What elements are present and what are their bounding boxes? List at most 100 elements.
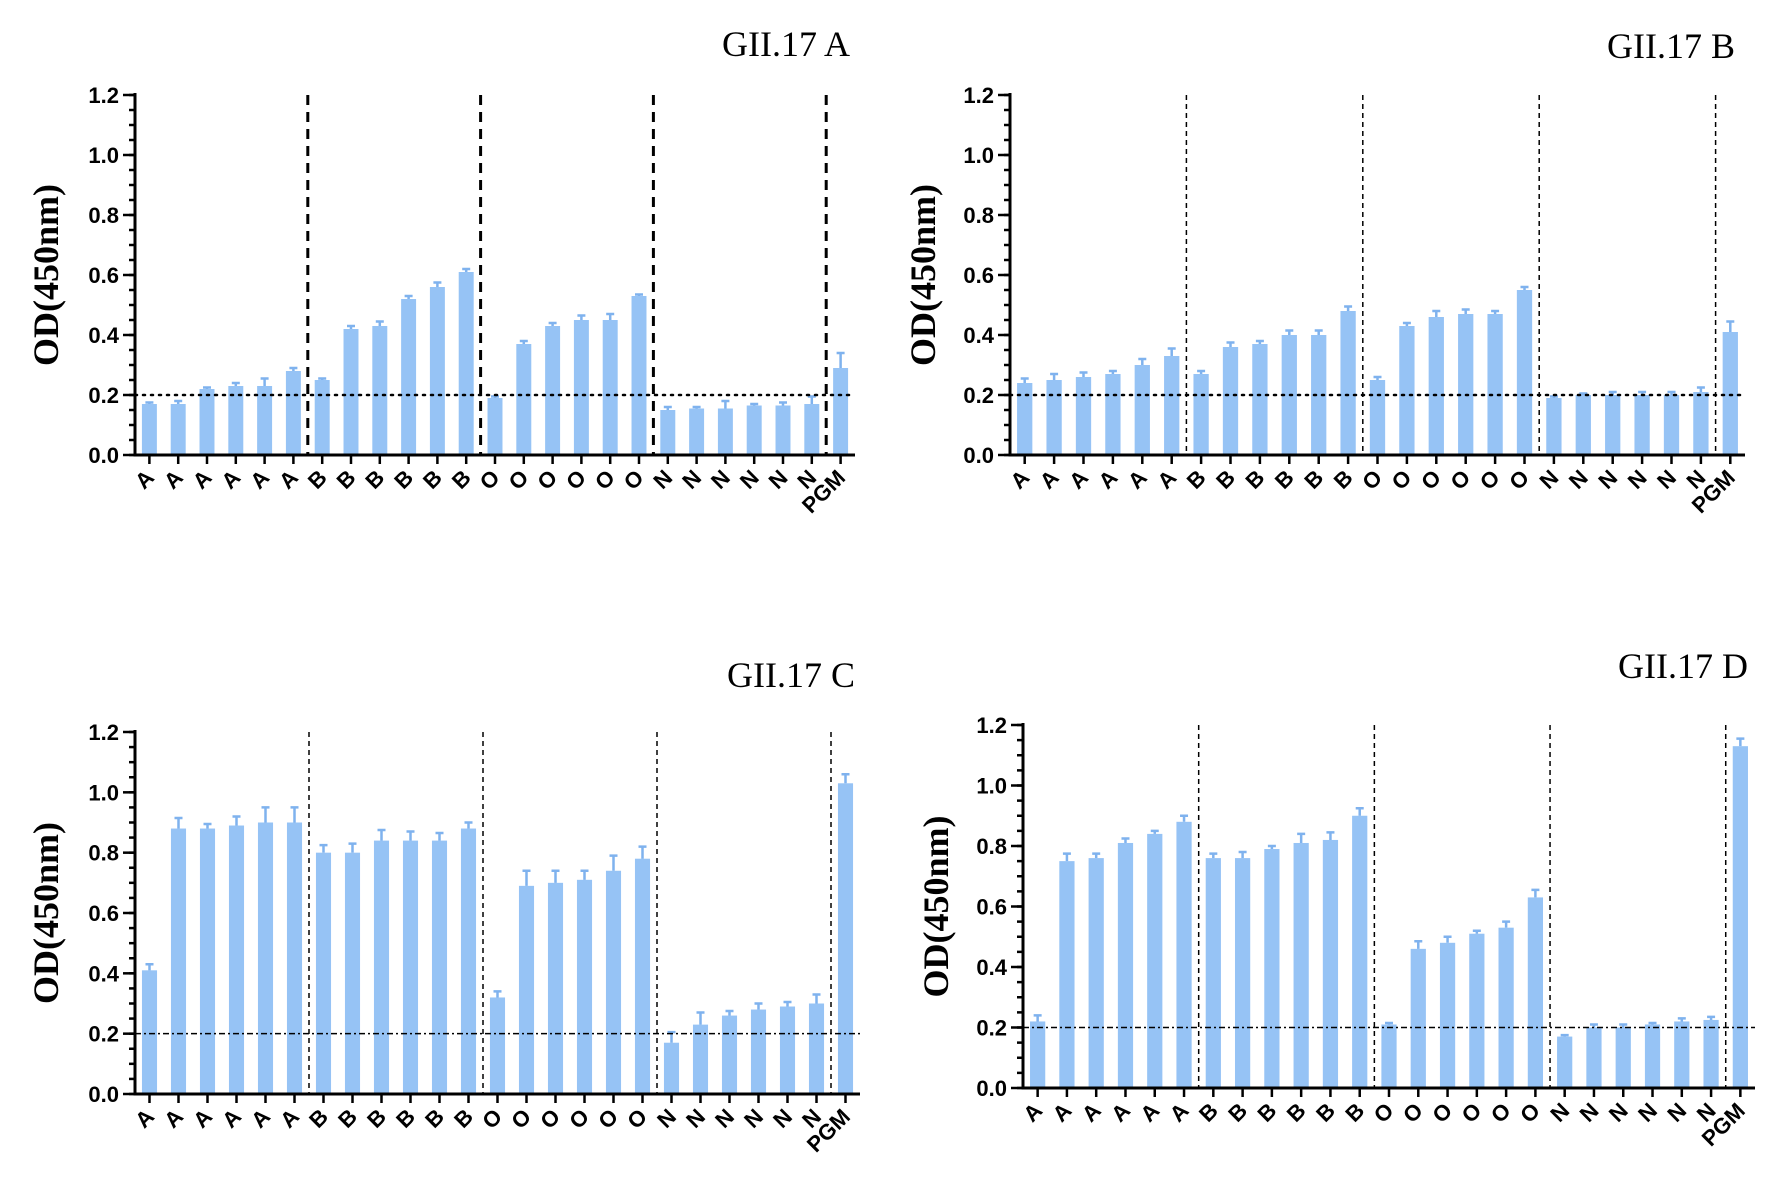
error-bar <box>696 1011 705 1025</box>
x-category-label: A <box>1135 1098 1164 1127</box>
error-bar <box>836 351 845 368</box>
error-bar <box>1443 935 1452 943</box>
bar <box>1164 356 1180 455</box>
error-bar <box>725 1009 734 1016</box>
bar <box>285 371 301 455</box>
x-category-label: A <box>1106 1098 1135 1127</box>
error-bar <box>783 1000 792 1007</box>
error-bar <box>1255 339 1264 344</box>
error-bar <box>807 395 816 404</box>
error-bar <box>635 293 643 296</box>
bar <box>1381 1024 1397 1088</box>
y-tick-label: 1.0 <box>963 143 994 168</box>
x-category-label: O <box>1445 465 1475 495</box>
bar <box>1722 332 1738 455</box>
x-category-label: O <box>504 465 534 495</box>
y-tick-label: 1.0 <box>976 774 1007 799</box>
error-bar <box>1062 852 1071 862</box>
x-category-label: O <box>1475 465 1505 495</box>
x-category-label: N <box>1545 1098 1574 1127</box>
y-tick-label: 0.0 <box>963 443 994 468</box>
x-category-label: A <box>130 1104 159 1133</box>
error-bar <box>1108 369 1117 374</box>
bar <box>721 1015 738 1094</box>
error-bar <box>1385 1021 1393 1025</box>
y-tick-label: 0.4 <box>963 323 994 348</box>
x-category-label: O <box>593 1104 623 1134</box>
x-category-label: A <box>159 1104 188 1133</box>
x-category-label: O <box>1416 465 1446 495</box>
y-tick-label: 0.0 <box>976 1076 1007 1101</box>
x-category-label: B <box>333 1104 362 1133</box>
error-bar <box>203 386 211 389</box>
error-bar <box>1238 850 1247 859</box>
bar <box>602 320 618 455</box>
error-bar <box>1121 837 1130 843</box>
bar <box>1634 395 1650 455</box>
bar <box>1234 858 1251 1088</box>
x-category-label: A <box>1152 465 1181 494</box>
error-bar <box>1402 321 1411 326</box>
bar <box>1293 842 1309 1088</box>
error-bar <box>464 821 473 829</box>
error-bar <box>609 854 618 871</box>
y-tick-label: 0.4 <box>88 323 119 348</box>
bar <box>228 386 244 455</box>
error-bar <box>1619 1023 1628 1028</box>
bar <box>1193 374 1209 455</box>
bar <box>458 272 474 455</box>
error-bar <box>1502 920 1511 928</box>
bar <box>344 852 361 1094</box>
x-category-label: B <box>420 1104 449 1133</box>
error-bar <box>433 281 442 287</box>
error-bar <box>1020 377 1029 383</box>
y-axis-label: OD(450nm) <box>916 816 956 998</box>
error-bar <box>692 405 701 409</box>
error-bar <box>1491 309 1500 314</box>
bar <box>1399 326 1415 455</box>
bar <box>257 386 273 455</box>
error-bar <box>375 320 384 326</box>
x-category-label: N <box>710 1104 739 1133</box>
x-category-label: B <box>1182 465 1211 494</box>
x-category-label: B <box>391 1104 420 1133</box>
bar <box>837 783 854 1094</box>
bar <box>692 1024 709 1094</box>
x-category-label: O <box>1457 1098 1487 1128</box>
bar <box>1252 344 1268 455</box>
bar <box>1059 861 1075 1088</box>
error-bar <box>1167 347 1176 356</box>
x-category-label: O <box>1427 1098 1457 1128</box>
y-axis-label: OD(450nm) <box>903 184 943 366</box>
x-category-label: O <box>619 465 649 495</box>
bar <box>1088 858 1104 1088</box>
x-category-label: O <box>1504 465 1534 495</box>
x-category-label: B <box>303 465 332 494</box>
x-category-label: O <box>1398 1098 1428 1128</box>
y-tick-label: 0.8 <box>88 841 119 866</box>
x-category-label: A <box>1005 465 1034 494</box>
bar <box>1557 1036 1573 1088</box>
x-category-label: B <box>449 1104 478 1133</box>
x-category-label: A <box>188 1104 217 1133</box>
x-category-label: N <box>652 1104 681 1133</box>
error-bar <box>348 842 357 853</box>
bar <box>402 840 419 1094</box>
bar <box>1030 1021 1046 1088</box>
error-bar <box>1092 852 1101 859</box>
x-category-label: A <box>245 465 274 494</box>
x-category-label: A <box>217 1104 246 1133</box>
x-category-label: O <box>532 465 562 495</box>
x-category-label: N <box>768 1104 797 1133</box>
bar <box>228 825 245 1094</box>
error-bar <box>491 395 499 398</box>
error-bar <box>841 772 850 784</box>
x-category-label: A <box>1048 1098 1077 1127</box>
error-bar <box>750 402 759 406</box>
bar <box>1703 1019 1719 1088</box>
bar <box>1732 746 1748 1088</box>
bar <box>315 852 332 1094</box>
x-category-label: B <box>1299 465 1328 494</box>
bar <box>401 299 417 455</box>
error-bar <box>551 869 560 883</box>
